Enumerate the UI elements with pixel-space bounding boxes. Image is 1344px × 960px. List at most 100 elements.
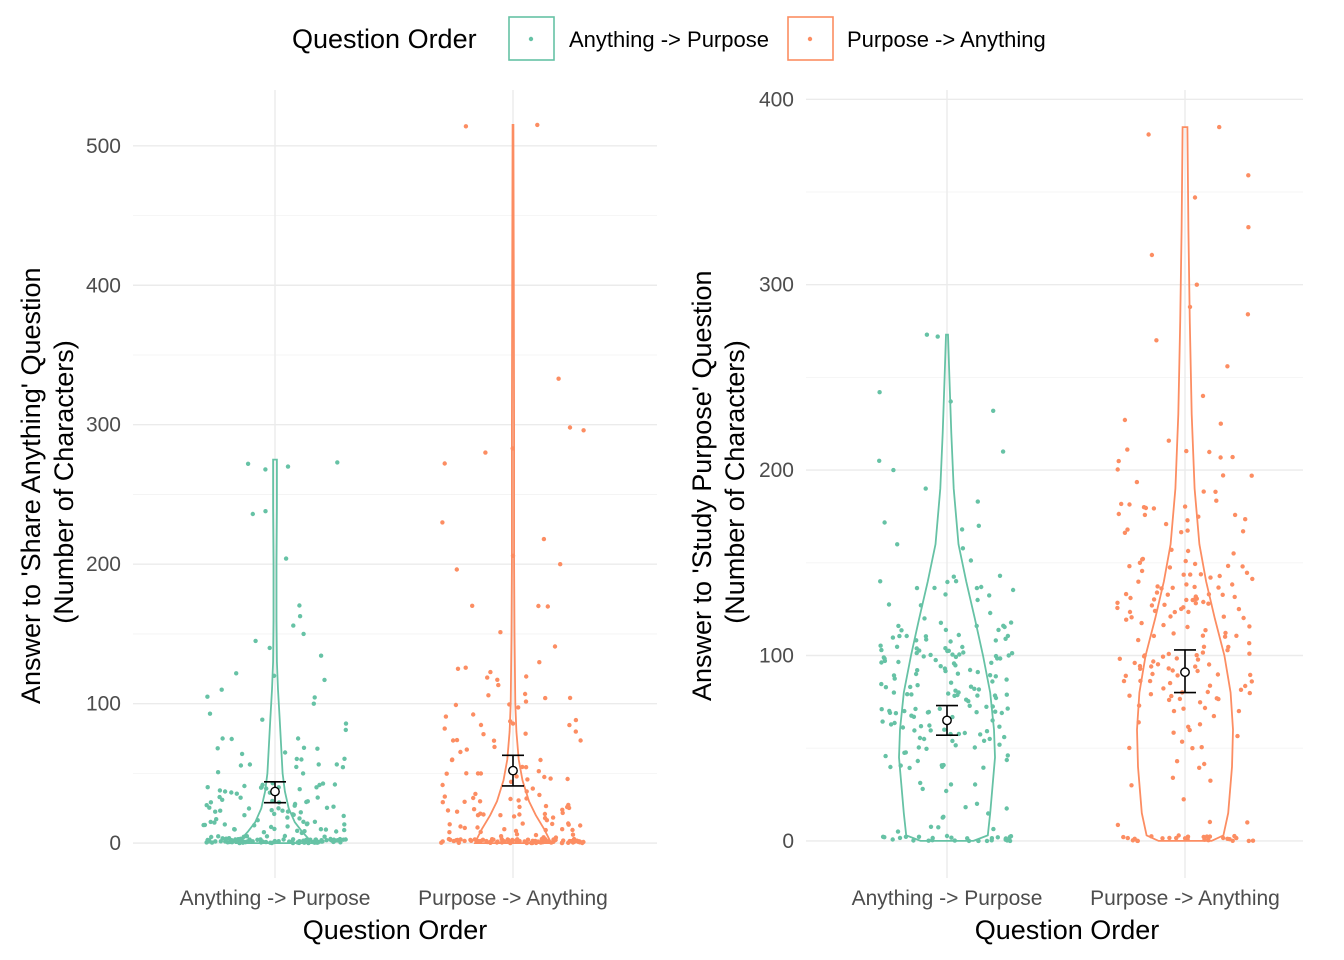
data-point <box>494 840 500 845</box>
data-point <box>1199 745 1204 750</box>
data-point <box>936 825 941 830</box>
data-point <box>542 774 547 780</box>
data-point <box>1249 473 1254 478</box>
data-point <box>1155 662 1161 667</box>
data-point <box>1166 697 1172 703</box>
data-point <box>1220 592 1225 597</box>
data-point <box>464 747 469 752</box>
data-point <box>1149 664 1154 669</box>
data-point <box>951 574 956 579</box>
data-point <box>1168 614 1173 619</box>
data-point <box>283 556 289 561</box>
data-point <box>1201 644 1207 649</box>
data-point <box>508 796 513 802</box>
data-point <box>440 782 445 788</box>
data-point <box>878 579 883 584</box>
data-point <box>1200 650 1206 655</box>
data-point <box>1171 631 1176 636</box>
data-point <box>1240 564 1245 569</box>
data-point <box>888 764 893 770</box>
data-point <box>291 623 296 628</box>
data-point <box>454 737 460 743</box>
data-point <box>531 839 536 845</box>
data-point <box>337 836 343 842</box>
data-point <box>1207 449 1212 455</box>
data-point <box>524 796 529 801</box>
data-point <box>989 836 995 841</box>
data-point <box>987 593 992 598</box>
data-point <box>1122 530 1128 535</box>
data-point <box>484 838 489 844</box>
data-point <box>1193 664 1198 669</box>
data-point <box>559 840 565 845</box>
data-point <box>1151 506 1157 511</box>
violin-1 <box>473 124 553 844</box>
mean-point <box>1180 667 1190 678</box>
data-point <box>1192 195 1198 200</box>
data-point <box>1230 582 1235 587</box>
data-point <box>1234 633 1239 638</box>
data-point <box>323 827 329 832</box>
data-point <box>1225 563 1231 569</box>
data-point <box>324 838 329 843</box>
data-point <box>516 705 521 710</box>
data-point <box>208 819 213 825</box>
data-point <box>1004 757 1009 763</box>
data-point <box>1248 672 1253 678</box>
data-point <box>949 835 954 840</box>
data-point <box>1174 759 1180 764</box>
data-point <box>1129 783 1134 788</box>
data-point <box>1174 656 1180 661</box>
data-point <box>880 834 886 839</box>
data-point <box>481 732 486 737</box>
data-point <box>543 803 549 809</box>
data-point <box>1162 602 1167 607</box>
data-point <box>1195 657 1201 662</box>
data-point <box>1247 651 1252 656</box>
data-point <box>877 390 882 395</box>
legend: Question Order Anything -> Purpose Purpo… <box>292 16 1046 61</box>
data-point <box>1206 601 1211 606</box>
data-point <box>1232 512 1238 518</box>
data-point <box>471 712 476 717</box>
data-point <box>1243 517 1248 522</box>
data-point <box>928 652 933 658</box>
data-point <box>443 714 449 719</box>
x-tick-labels-right: Anything -> Purpose Purpose -> Anything <box>852 887 1280 910</box>
data-point <box>213 839 218 844</box>
data-point <box>1170 775 1176 780</box>
data-point <box>205 694 210 699</box>
data-point <box>1005 706 1010 711</box>
data-point <box>1125 447 1130 452</box>
data-point <box>264 786 269 791</box>
data-point <box>212 820 217 825</box>
data-point <box>968 558 974 563</box>
data-point <box>1160 836 1165 841</box>
data-point <box>298 810 303 815</box>
data-point <box>894 644 900 649</box>
data-point <box>1172 609 1178 615</box>
data-point <box>478 838 483 844</box>
data-point <box>1186 609 1191 615</box>
data-point <box>1225 364 1230 369</box>
data-point <box>1196 514 1201 519</box>
data-point <box>202 822 208 828</box>
data-point <box>899 628 904 633</box>
data-point <box>280 808 285 813</box>
data-point <box>454 809 460 814</box>
data-point <box>312 819 318 824</box>
data-point <box>297 603 302 608</box>
data-point <box>217 788 223 793</box>
data-point <box>282 833 288 839</box>
data-point <box>509 839 515 844</box>
data-point <box>896 623 901 629</box>
data-point <box>1132 660 1137 666</box>
data-point <box>320 781 326 786</box>
data-point <box>297 614 303 619</box>
grid-left <box>133 90 657 878</box>
data-point <box>915 668 920 673</box>
data-point <box>517 838 522 844</box>
data-point <box>942 666 948 671</box>
data-point <box>567 695 573 701</box>
